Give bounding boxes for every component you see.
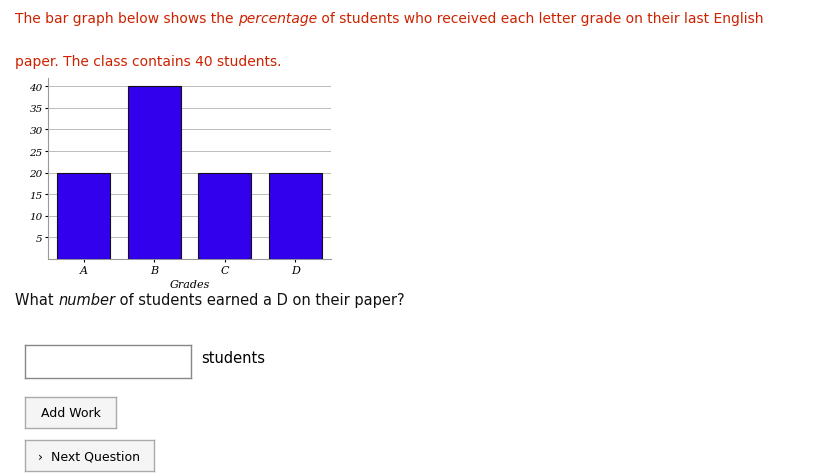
Text: number: number — [58, 293, 116, 307]
Bar — [57, 173, 110, 259]
Text: paper. The class contains 40 students.: paper. The class contains 40 students. — [15, 55, 282, 69]
Text: The bar graph below shows the: The bar graph below shows the — [15, 12, 238, 26]
Text: What: What — [15, 293, 58, 307]
Text: ›  Next Question: › Next Question — [38, 449, 140, 462]
Text: percentage: percentage — [238, 12, 317, 26]
Text: of students earned a D on their paper?: of students earned a D on their paper? — [116, 293, 405, 307]
Bar — [128, 87, 180, 259]
Text: of students who received each letter grade on their last English: of students who received each letter gra… — [317, 12, 764, 26]
X-axis label: Grades: Grades — [170, 279, 209, 289]
Bar — [199, 173, 251, 259]
Bar — [269, 173, 322, 259]
Text: Add Work: Add Work — [41, 407, 101, 419]
Text: students: students — [201, 350, 265, 366]
